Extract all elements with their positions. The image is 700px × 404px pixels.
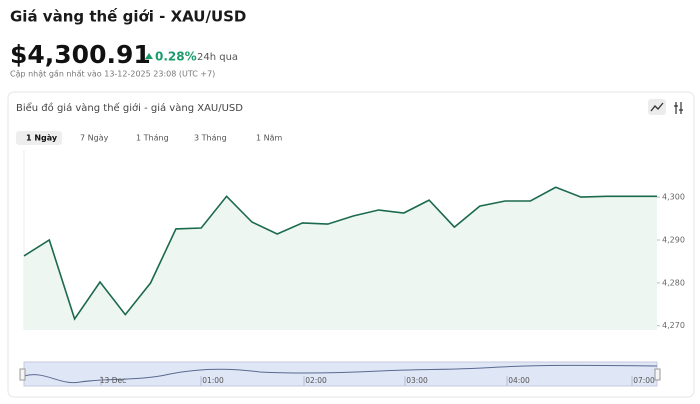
tab[interactable]: 7 Ngày xyxy=(80,134,109,143)
line-view-button[interactable] xyxy=(648,99,666,115)
change: 0.28% xyxy=(155,50,197,64)
navigator-label: 04:00 xyxy=(508,376,530,385)
navigator-label: 02:00 xyxy=(305,376,327,385)
navigator-label: 13 Dec xyxy=(100,376,126,385)
period: 24h qua xyxy=(197,52,238,63)
line-icon xyxy=(650,102,664,112)
card-title: Biểu đồ giá vàng thế giới - giá vàng XAU… xyxy=(16,101,243,114)
navigator-label: 07:00 xyxy=(633,376,655,385)
area-fill xyxy=(24,187,657,330)
y-tick-label: 4,290 xyxy=(662,236,685,245)
tab[interactable]: 3 Tháng xyxy=(194,134,227,143)
y-tick-label: 4,280 xyxy=(662,278,685,287)
price-line xyxy=(23,186,657,321)
page-title: Giá vàng thế giới - XAU/USD xyxy=(10,7,246,26)
navigator-line xyxy=(23,364,658,384)
navigator-handle[interactable] xyxy=(19,368,26,381)
navigator-label: 03:00 xyxy=(406,376,428,385)
tab[interactable]: 1 Năm xyxy=(256,134,283,143)
y-tick-label: 4,270 xyxy=(662,321,685,330)
price: $4,300.91 xyxy=(10,40,151,69)
navigator-handle[interactable] xyxy=(654,368,661,381)
tab[interactable]: 1 Tháng xyxy=(136,134,169,143)
up-arrow xyxy=(145,53,153,59)
navigator-label: 01:00 xyxy=(202,376,224,385)
y-tick-label: 4,300 xyxy=(662,193,685,202)
updated: Cập nhật gần nhất vào 13-12-2025 23:08 (… xyxy=(10,69,215,80)
tab-active-bg xyxy=(16,131,62,145)
tab[interactable]: 1 Ngày xyxy=(26,134,58,143)
candle-view-button[interactable] xyxy=(674,102,683,114)
